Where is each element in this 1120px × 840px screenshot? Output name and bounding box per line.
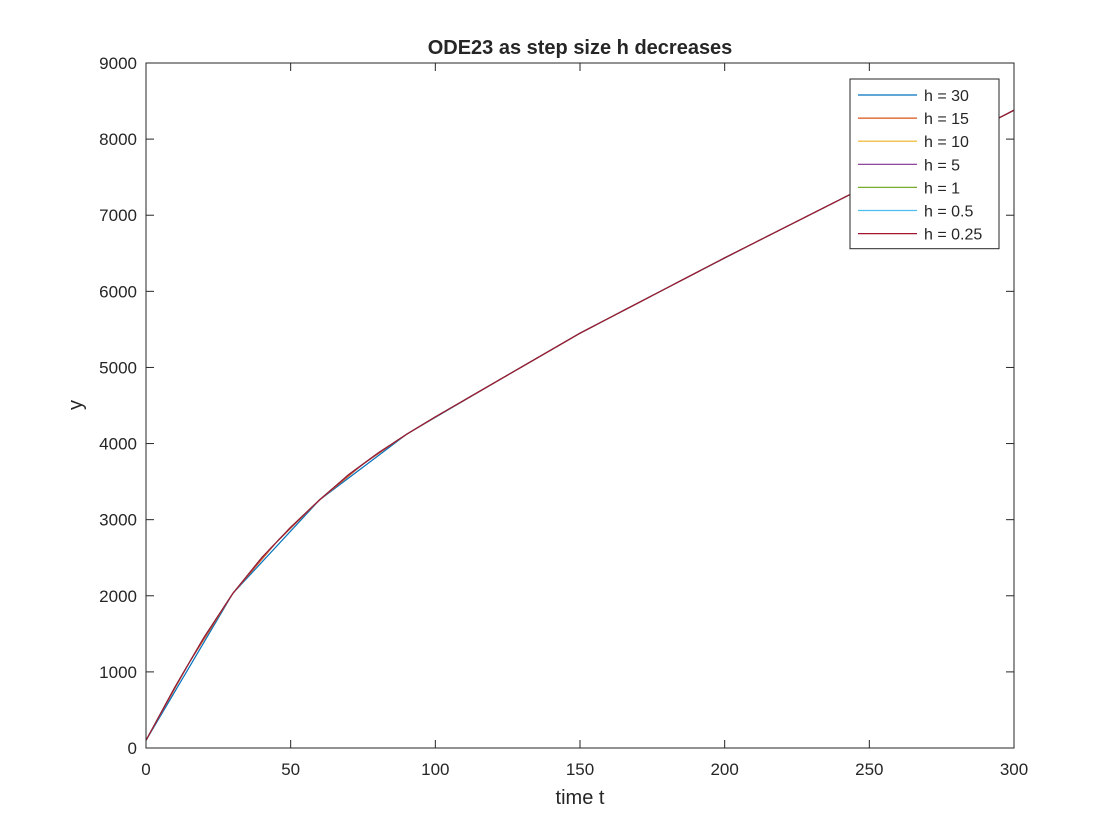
- x-tick-label-1: 50: [281, 760, 300, 779]
- y-tick-label-3: 3000: [99, 511, 137, 530]
- legend-label-6: h = 0.25: [924, 227, 982, 244]
- y-tick-label-4: 4000: [99, 435, 137, 454]
- x-tick-label-4: 200: [710, 760, 738, 779]
- y-tick-label-0: 0: [128, 739, 137, 758]
- legend-label-4: h = 1: [924, 180, 960, 197]
- y-tick-label-2: 2000: [99, 587, 137, 606]
- x-tick-label-5: 250: [855, 760, 883, 779]
- axes-box: [145, 62, 1015, 749]
- x-axis-label: time t: [556, 787, 605, 809]
- x-tick-label-0: 0: [141, 760, 150, 779]
- legend-label-0: h = 30: [924, 88, 969, 105]
- legend-label-2: h = 10: [924, 134, 969, 151]
- y-tick-label-6: 6000: [99, 282, 137, 301]
- y-tick-label-1: 1000: [99, 663, 137, 682]
- ticks-group: 0 50 100 150 200 250 3000100020003000400050006…: [99, 54, 1028, 779]
- y-tick-label-9: 9000: [99, 54, 137, 73]
- legend-label-1: h = 15: [924, 111, 969, 128]
- y-tick-label-7: 7000: [99, 206, 137, 225]
- legend-label-5: h = 0.5: [924, 204, 973, 221]
- chart-title: ODE23 as step size h decreases: [428, 37, 733, 59]
- x-tick-label-3: 150: [566, 760, 594, 779]
- y-axis-label: y: [65, 400, 87, 410]
- legend: h = 30 h = 15 h = 10 h = 5 h = 1 h = 0.5 h = 0…: [849, 78, 1000, 250]
- x-tick-label-2: 100: [421, 760, 449, 779]
- y-tick-label-5: 5000: [99, 358, 137, 377]
- y-tick-label-8: 8000: [99, 130, 137, 149]
- x-tick-label-6: 300: [1000, 760, 1028, 779]
- legend-label-3: h = 5: [924, 157, 960, 174]
